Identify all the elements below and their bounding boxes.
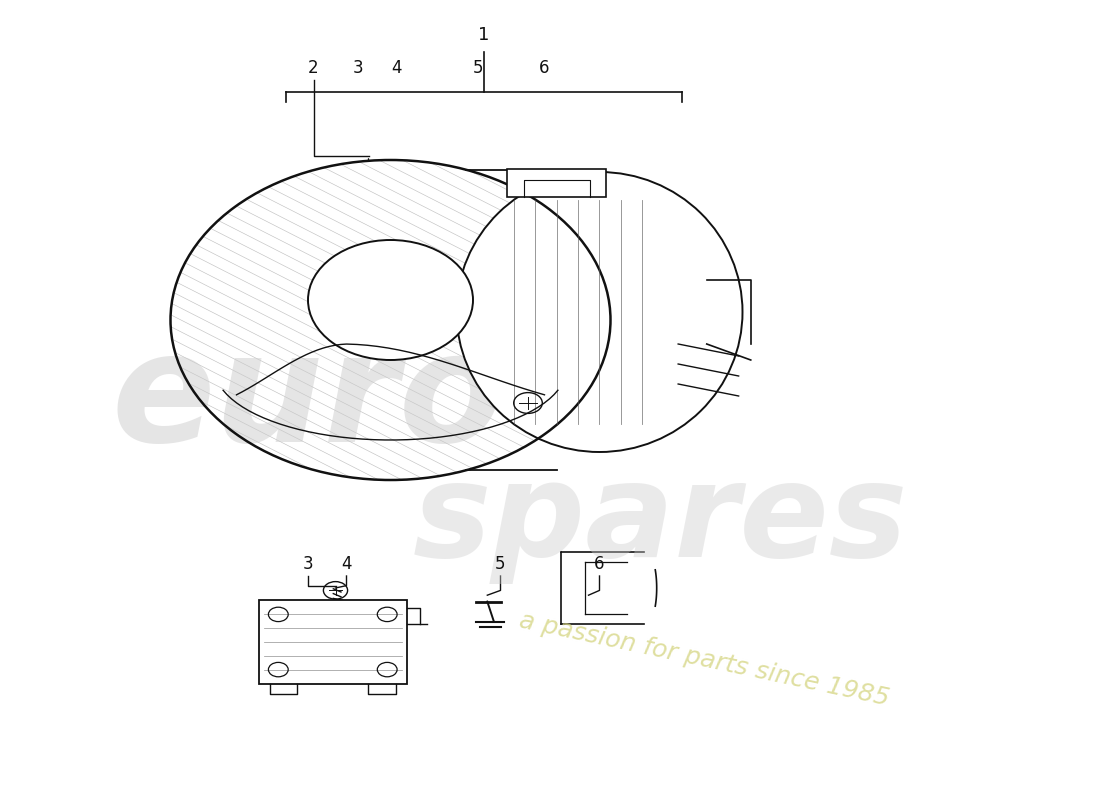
Text: euro: euro <box>111 326 505 474</box>
Text: 5: 5 <box>473 59 484 77</box>
Ellipse shape <box>456 172 742 452</box>
Text: 3: 3 <box>302 555 313 573</box>
Text: 2: 2 <box>308 59 319 77</box>
FancyBboxPatch shape <box>507 170 606 198</box>
Text: 4: 4 <box>341 555 352 573</box>
Text: 1: 1 <box>478 26 490 44</box>
Text: 3: 3 <box>352 59 363 77</box>
Text: 5: 5 <box>495 555 506 573</box>
Circle shape <box>308 240 473 360</box>
Text: 6: 6 <box>594 555 605 573</box>
Text: spares: spares <box>412 457 908 583</box>
Text: a passion for parts since 1985: a passion for parts since 1985 <box>517 609 891 711</box>
Text: 4: 4 <box>390 59 402 77</box>
Text: 6: 6 <box>539 59 550 77</box>
FancyBboxPatch shape <box>258 600 407 684</box>
